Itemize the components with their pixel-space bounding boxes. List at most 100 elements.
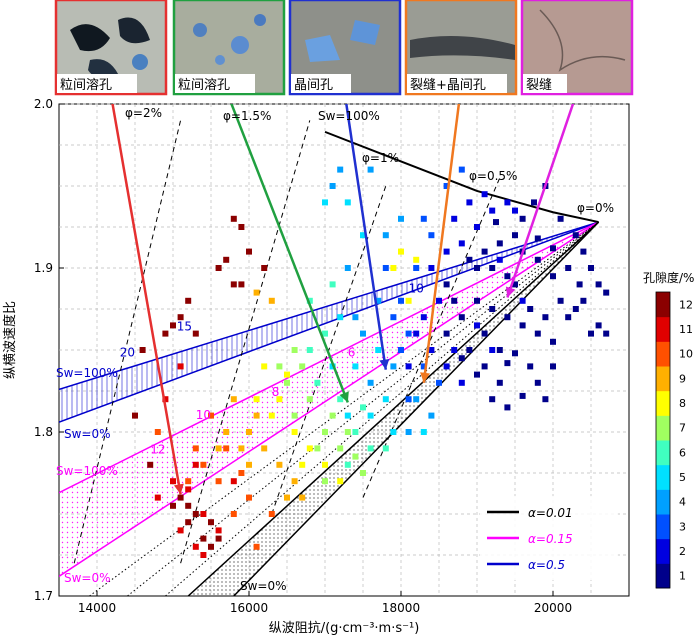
data-point-3-4 [420,363,427,370]
data-point-3-11 [382,265,389,271]
data-point-11-2 [154,494,161,501]
axes: 14000 16000 18000 20000 1.7 1.8 1.9 2.0 [34,97,572,615]
data-point-3-5 [436,379,442,386]
data-point-1-1 [489,306,496,312]
data-point-1-52 [603,330,610,337]
data-point-5-3 [337,314,344,321]
data-point-1-8 [481,330,488,337]
data-point-7-0 [291,347,298,353]
data-point-1-4 [534,330,541,337]
annotation-arrows [111,104,575,495]
data-point-8-9 [390,265,397,271]
data-point-3-2 [428,232,435,239]
data-point-9-12 [299,494,306,501]
data-point-8-8 [413,256,420,263]
colorbar-title: 孔隙度/% [643,270,694,285]
colorbar-tick-label: 9 [679,372,686,385]
data-point-10-9 [268,511,275,517]
data-point-12-8 [192,330,199,337]
data-point-1-49 [534,379,541,386]
data-point-1-33 [474,371,480,378]
data-point-9-2 [261,445,268,452]
data-point-4-10 [344,265,351,271]
data-point-9-3 [276,461,283,468]
data-point-3-1 [413,265,420,271]
data-point-1-15 [466,347,473,353]
x-tick-label: 14000 [78,601,116,615]
data-point-4-4 [375,297,382,304]
colorbar-swatch-7 [656,415,670,441]
data-point-3-8 [443,183,450,189]
data-point-3-9 [458,166,465,173]
data-point-1-31 [443,330,450,337]
data-point-4-12 [405,429,412,435]
data-point-1-27 [550,245,556,252]
data-point-2-14 [474,322,480,329]
colorbar-tick-label: 4 [679,496,686,509]
data-point-2-2 [474,224,480,230]
arrow-line-0 [111,104,182,495]
porosity-line-1 [180,120,311,564]
data-point-2-18 [405,363,412,370]
data-point-1-21 [595,281,602,288]
data-point-10-7 [230,511,237,517]
data-point-4-6 [390,363,397,370]
data-point-4-8 [428,412,435,419]
label-phi-1: φ=1% [362,151,399,165]
label-phi-1-5: φ=1.5% [223,109,271,123]
data-point-3-12 [398,347,404,353]
data-point-5-9 [420,429,427,435]
data-point-5-0 [322,199,328,206]
data-point-9-0 [230,396,237,403]
data-point-4-11 [329,183,336,189]
data-point-1-47 [572,306,579,312]
data-point-8-6 [284,371,290,378]
data-point-8-12 [337,478,344,485]
data-point-1-36 [588,330,594,337]
data-point-2-5 [428,265,435,271]
fan-line-2 [165,221,599,596]
data-point-1-7 [580,297,587,304]
data-point-1-43 [557,297,564,304]
data-point-2-20 [489,347,496,353]
data-point-11-10 [192,461,199,468]
contour-number-0-0: 20 [120,346,135,360]
arrow-head-2 [379,359,390,370]
data-point-1-38 [527,306,534,312]
data-point-1-6 [565,314,572,321]
label-phi-0: φ=0% [577,201,614,215]
photo-4-label: 裂缝+晶间孔 [410,78,486,93]
data-point-8-2 [291,429,298,435]
colorbar-tick-label: 7 [679,422,686,435]
data-point-1-25 [474,265,480,271]
data-point-12-14 [192,511,199,517]
data-point-1-0 [474,297,480,304]
photo-2-label: 粒间溶孔 [178,78,230,93]
data-point-12-19 [230,281,237,288]
colorbar-swatch-6 [656,440,670,466]
data-point-12-3 [238,281,245,288]
porosity-line-0 [73,120,182,564]
data-point-9-8 [268,297,275,304]
data-point-5-1 [344,199,351,206]
data-point-1-55 [451,297,458,304]
data-point-12-6 [177,314,184,321]
data-point-11-0 [185,486,192,493]
data-point-1-14 [481,363,488,370]
data-point-8-4 [322,461,328,468]
data-point-5-11 [344,412,351,419]
model-bands [59,130,600,596]
data-point-12-23 [185,519,192,526]
data-point-9-10 [284,494,290,501]
data-point-12-15 [208,519,214,526]
arrow-line-4 [506,104,575,298]
contour-number-1-3: 6 [348,346,356,360]
data-point-1-54 [576,281,583,288]
colorbar-tick-label: 2 [679,545,686,558]
data-point-7-12 [276,363,283,370]
data-point-1-3 [519,322,526,329]
label-phi-2: φ=2% [125,106,162,120]
data-point-4-7 [413,396,420,403]
data-point-1-44 [481,248,488,255]
colorbar-swatch-5 [656,464,670,490]
